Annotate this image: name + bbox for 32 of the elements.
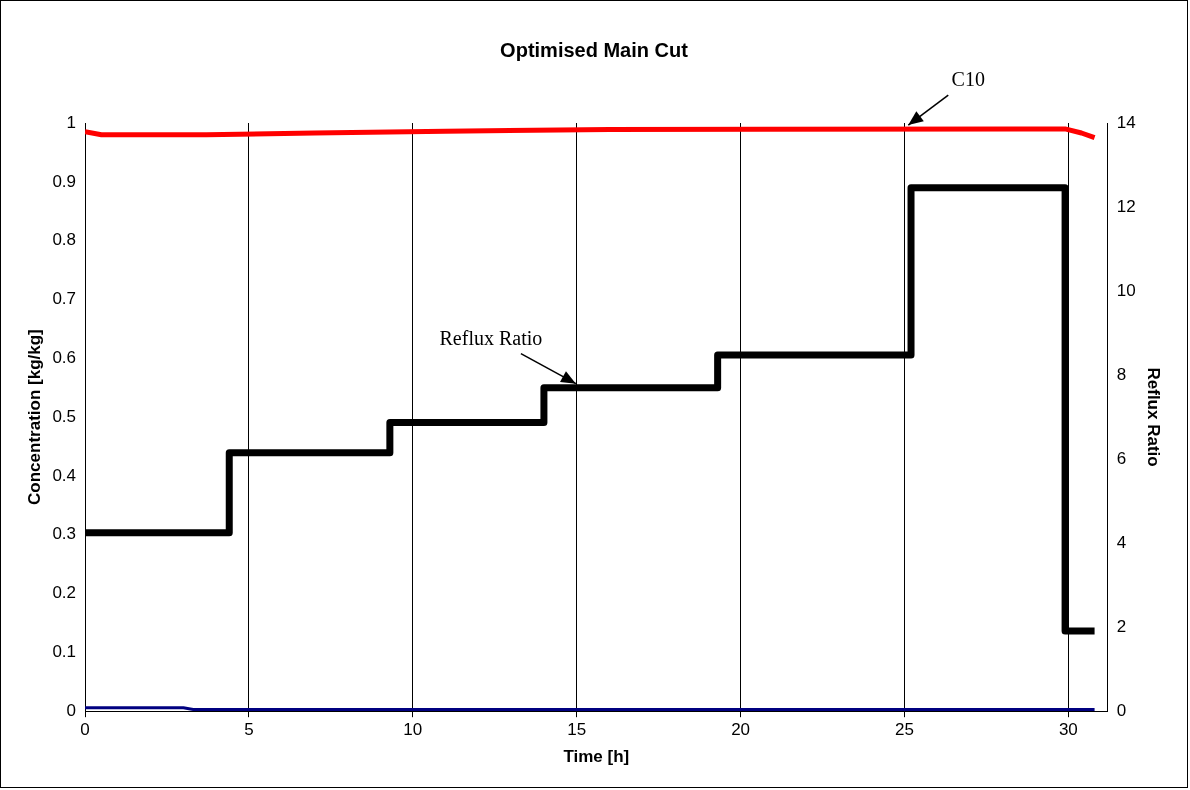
x-axis-title: Time [h]	[563, 747, 630, 767]
y-tick-label: 0.5	[52, 406, 77, 426]
x-tick-label: 10	[403, 720, 423, 740]
chart-title: Optimised Main Cut	[500, 38, 689, 61]
series-label: Reflux Ratio	[439, 326, 543, 349]
y-tick-label: 0.2	[52, 583, 77, 603]
x-tick-label: 0	[80, 720, 90, 740]
y2-tick-label: 12	[1116, 196, 1136, 216]
y-tick-label: 0.8	[52, 230, 77, 250]
y2-tick-label: 10	[1116, 280, 1136, 300]
x-tick-label: 15	[567, 720, 587, 740]
x-tick-label: 5	[244, 720, 254, 740]
y2-tick-label: 6	[1116, 448, 1127, 468]
y2-axis-title: Reflux Ratio	[1144, 367, 1164, 467]
y-tick-label: 0.7	[52, 289, 77, 309]
y2-tick-label: 8	[1116, 364, 1127, 384]
y-tick-label: 0.3	[52, 524, 77, 544]
y2-tick-label: 14	[1116, 112, 1136, 132]
x-tick-label: 30	[1058, 720, 1078, 740]
x-tick-label: 20	[731, 720, 751, 740]
y-tick-label: 0.4	[52, 465, 77, 485]
x-tick-label: 25	[895, 720, 914, 740]
y-tick-label: 0.6	[52, 347, 77, 367]
y-tick-label: 1	[66, 112, 77, 132]
y2-tick-label: 0	[1116, 700, 1127, 720]
y-axis-title: Concentration [kg/kg]	[24, 329, 44, 505]
y2-tick-label: 4	[1116, 532, 1127, 552]
y-tick-label: 0.1	[52, 642, 77, 662]
y-tick-label: 0	[66, 700, 77, 720]
y-tick-label: 0.9	[52, 171, 77, 191]
series-label: C10	[951, 68, 985, 91]
y2-tick-label: 2	[1116, 616, 1127, 636]
